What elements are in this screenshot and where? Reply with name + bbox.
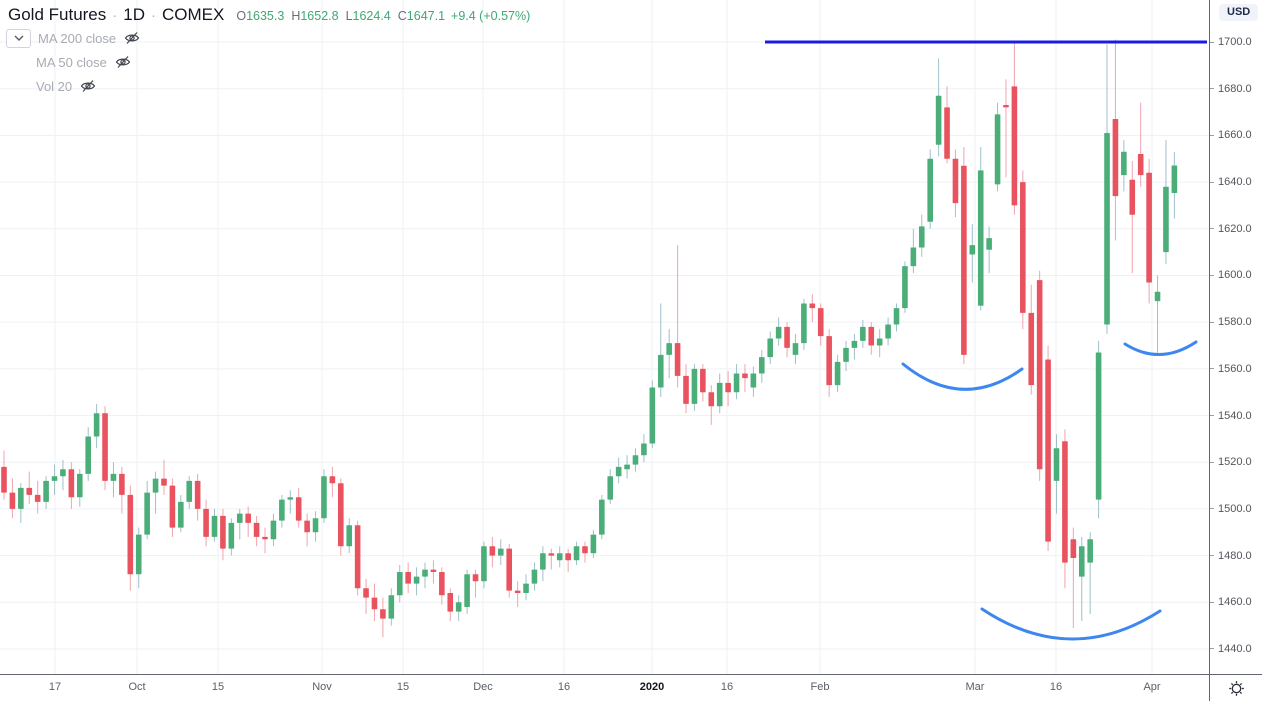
price-axis-tick [1210, 88, 1214, 90]
price-axis-label: 1440.0 [1218, 642, 1252, 655]
time-axis-label: 15 [211, 681, 225, 693]
time-axis-label: 17 [48, 681, 62, 693]
price-axis-tick [1210, 601, 1214, 603]
exchange-label: COMEX [162, 5, 225, 24]
price-axis-tick [1210, 648, 1214, 650]
interval-label[interactable]: 1D [123, 5, 145, 24]
chevron-down-icon[interactable] [6, 28, 31, 48]
price-axis-label: 1660.0 [1218, 129, 1252, 142]
price-axis-label: 1460.0 [1218, 596, 1252, 609]
price-axis-tick [1210, 181, 1214, 183]
arc-drawing[interactable] [901, 362, 1024, 391]
separator-dot: · [151, 7, 156, 24]
price-axis-tick [1210, 41, 1214, 43]
time-axis-label: Nov [312, 681, 332, 693]
price-axis-tick [1210, 555, 1214, 557]
time-axis-label: 15 [396, 681, 410, 693]
price-axis-label: 1700.0 [1218, 36, 1252, 48]
price-axis-tick [1210, 508, 1214, 510]
time-axis-label: 16 [1049, 681, 1063, 693]
grid-lines [0, 0, 1209, 674]
time-axis-label: 16 [557, 681, 571, 693]
indicator-label-vol20[interactable]: Vol 20 [36, 78, 73, 94]
price-axis-tick [1210, 461, 1214, 463]
price-axis-tick [1210, 134, 1214, 136]
ohlc-pair: L1624.4 [345, 9, 391, 23]
change-value: +9.4 (+0.57%) [451, 9, 531, 23]
time-axis-label: 2020 [639, 681, 665, 693]
ohlc-pair: H1652.8 [291, 9, 339, 23]
time-axis[interactable]: 17 Oct 15 Nov 15 Dec 16 2020 16 Feb Mar 16 Apr [0, 674, 1210, 701]
price-axis[interactable]: USD 1700.0 1680.0 1660.0 1640.0 1620.0 1600.0… [1209, 0, 1262, 674]
legend-indent [6, 54, 29, 71]
symbol-header: Gold Futures · 1D · COMEX O1635.3 H1652.8… [8, 5, 530, 25]
ohlc-values: O1635.3 H1652.8 L1624.4 C1647.1 [236, 9, 445, 23]
price-axis-label: 1680.0 [1218, 82, 1252, 95]
axis-settings-button[interactable] [1209, 674, 1262, 701]
legend-row-ma200: MA 200 close [6, 26, 141, 50]
separator-dot: · [112, 7, 118, 24]
price-axis-tick [1210, 321, 1214, 323]
legend-indent [6, 78, 29, 95]
time-axis-label: 16 [720, 681, 734, 693]
price-axis-label: 1520.0 [1218, 456, 1252, 469]
eye-off-icon[interactable] [123, 29, 141, 47]
price-axis-tick [1210, 228, 1214, 230]
price-axis-label: 1640.0 [1218, 176, 1252, 189]
ohlc-pair: O1635.3 [236, 9, 285, 23]
eye-off-icon[interactable] [79, 77, 97, 95]
currency-badge[interactable]: USD [1219, 4, 1259, 21]
price-axis-tick [1210, 415, 1214, 417]
price-axis-label: 1560.0 [1218, 362, 1252, 375]
price-axis-label: 1500.0 [1218, 502, 1252, 515]
symbol-name[interactable]: Gold Futures [8, 5, 107, 24]
user-drawings [765, 40, 1207, 641]
legend-row-ma50: MA 50 close [6, 50, 141, 74]
indicator-legend: MA 200 close MA 50 close Vol 20 [6, 26, 141, 98]
price-axis-tick [1210, 274, 1214, 276]
price-axis-label: 1540.0 [1218, 409, 1252, 422]
indicator-label-ma50[interactable]: MA 50 close [36, 54, 107, 70]
eye-off-icon[interactable] [114, 53, 132, 71]
price-axis-label: 1580.0 [1218, 316, 1252, 329]
indicator-label-ma200[interactable]: MA 200 close [38, 30, 117, 46]
legend-row-vol20: Vol 20 [6, 74, 141, 98]
price-axis-label: 1620.0 [1218, 222, 1252, 235]
price-axis-label: 1480.0 [1218, 549, 1252, 562]
arc-drawing[interactable] [1123, 340, 1198, 356]
time-axis-label: Oct [128, 681, 146, 693]
time-axis-label: Mar [965, 681, 985, 693]
time-axis-label: Dec [473, 681, 493, 693]
arc-drawing[interactable] [980, 607, 1162, 641]
candle-bodies [1, 86, 1178, 619]
gear-icon [1229, 681, 1244, 696]
price-axis-label: 1600.0 [1218, 269, 1252, 282]
price-axis-tick [1210, 368, 1214, 370]
time-axis-label: Feb [810, 681, 830, 693]
time-axis-label: Apr [1143, 681, 1161, 693]
ohlc-pair: C1647.1 [397, 9, 446, 23]
